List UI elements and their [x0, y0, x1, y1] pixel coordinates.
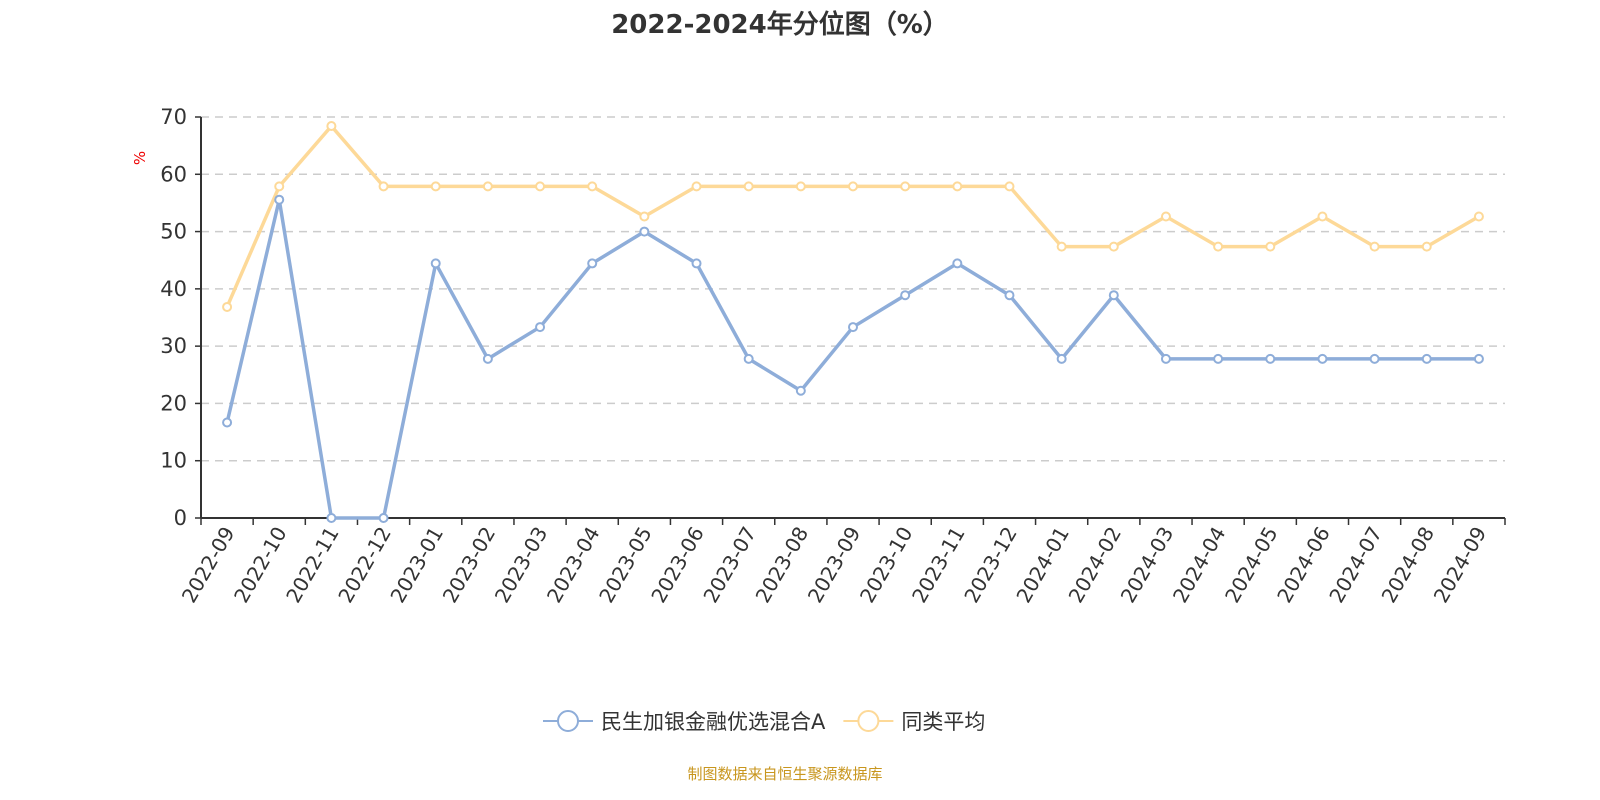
data-point: [743, 181, 754, 192]
data-point: [1056, 353, 1067, 364]
data-point: [430, 181, 441, 192]
data-point: [1473, 211, 1484, 222]
data-point: [1317, 211, 1328, 222]
data-point: [795, 181, 806, 192]
data-point: [848, 322, 858, 333]
data-point: [1265, 353, 1276, 364]
data-point: [1108, 241, 1119, 252]
series-line-1: [225, 124, 1480, 308]
data-point: [222, 417, 233, 428]
data-point: [1213, 353, 1224, 364]
data-point: [900, 181, 911, 192]
data-point: [535, 322, 546, 333]
y-tick-label: 40: [160, 277, 187, 301]
source-note: 制图数据来自恒生聚源数据库: [687, 765, 883, 783]
data-point: [1108, 290, 1119, 301]
data-point: [1160, 211, 1171, 222]
y-tick-label: 30: [160, 334, 187, 358]
y-tick-label: 0: [174, 506, 187, 530]
data-point: [378, 513, 389, 523]
data-point: [326, 121, 337, 132]
data-point: [691, 181, 702, 192]
data-point: [639, 211, 650, 222]
data-point: [1369, 241, 1380, 252]
data-point: [691, 258, 702, 269]
data-point: [587, 258, 598, 269]
data-point: [378, 181, 389, 192]
data-point: [1317, 353, 1328, 364]
chart-title: 2022-2024年分位图（%）: [611, 10, 949, 40]
data-point: [1056, 241, 1067, 252]
y-tick-label: 70: [160, 105, 187, 129]
data-point: [900, 290, 911, 301]
y-tick-label: 60: [160, 162, 187, 186]
data-point: [795, 385, 806, 396]
data-point: [1160, 353, 1171, 364]
legend-item-1[interactable]: 同类平均: [843, 710, 985, 734]
data-point: [1265, 241, 1276, 252]
data-point: [1004, 181, 1015, 192]
data-point: [1473, 353, 1484, 364]
y-axis-label: %: [131, 151, 149, 165]
data-point: [743, 353, 754, 364]
legend-label: 同类平均: [901, 710, 985, 734]
data-point: [222, 301, 233, 312]
series-line-0: [225, 197, 1479, 520]
y-tick-label: 10: [160, 449, 187, 473]
data-point: [1421, 241, 1432, 252]
data-point: [639, 226, 650, 237]
data-point: [1421, 353, 1432, 364]
data-point: [326, 513, 337, 523]
data-point: [430, 258, 441, 269]
legend-label: 民生加银金融优选混合A: [601, 710, 826, 734]
data-point: [952, 181, 963, 192]
data-point: [1004, 290, 1015, 301]
data-point: [274, 194, 285, 205]
data-point: [535, 181, 546, 192]
data-point: [587, 181, 598, 192]
legend-item-0[interactable]: 民生加银金融优选混合A: [543, 710, 826, 734]
data-point: [848, 181, 858, 192]
data-point: [482, 181, 493, 192]
y-tick-label: 50: [160, 220, 187, 244]
data-point: [1369, 353, 1380, 364]
data-point: [952, 258, 963, 269]
data-point: [274, 181, 285, 192]
legend-marker-icon: [857, 710, 880, 732]
data-point: [1213, 241, 1224, 252]
data-point: [482, 353, 493, 364]
y-tick-label: 20: [160, 391, 187, 415]
legend-marker-icon: [557, 710, 579, 732]
